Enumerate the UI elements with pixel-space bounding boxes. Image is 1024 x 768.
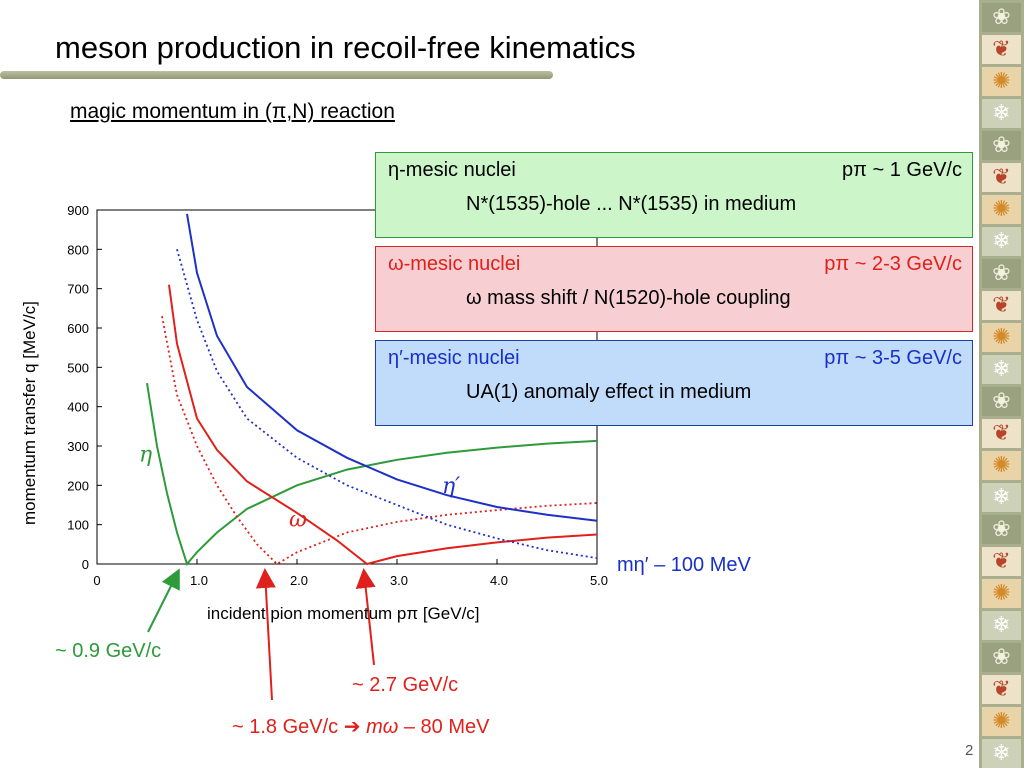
- decorative-tile: ❀: [982, 131, 1021, 160]
- series-line-η′-light: [176, 249, 598, 559]
- x-tick-label: 0: [93, 573, 100, 588]
- decorative-tile: ❀: [982, 387, 1021, 416]
- omega-light-mass-shift: – 80 MeV: [403, 716, 490, 738]
- eta-box-title: η-mesic nuclei: [388, 159, 516, 181]
- series-line-ω-light: [161, 316, 598, 566]
- eta-mesic-box: η-mesic nuclei pπ ~ 1 GeV/c N*(1535)-hol…: [375, 152, 973, 238]
- omega-light-label: ~ 1.8 GeV/c ➔ mω – 80 MeV: [232, 714, 489, 739]
- y-tick-label: 800: [67, 242, 89, 257]
- etap-mesic-box: η′-mesic nuclei pπ ~ 3-5 GeV/c UA(1) ano…: [375, 340, 973, 426]
- omega-light-momentum: ~ 1.8 GeV/c: [232, 716, 339, 738]
- decorative-tile: ❄: [982, 739, 1021, 768]
- eta-box-description: N*(1535)-hole ... N*(1535) in medium: [466, 193, 797, 215]
- decorative-tile: ❀: [982, 3, 1021, 32]
- decorative-tile: ❄: [982, 483, 1021, 512]
- decorative-tile: ❦: [982, 291, 1021, 320]
- y-tick-label: 200: [67, 478, 89, 493]
- x-axis-label: incident pion momentum pπ [GeV/c]: [207, 604, 480, 623]
- title-underline-bar: [0, 71, 553, 79]
- decorative-tile: ❀: [982, 643, 1021, 672]
- omega-box-description: ω mass shift / N(1520)-hole coupling: [466, 287, 791, 309]
- implies-arrow-icon: ➔: [343, 716, 367, 738]
- eta-threshold-label: ~ 0.9 GeV/c: [55, 640, 162, 662]
- y-tick-label: 0: [82, 557, 89, 572]
- omega-box-title: ω-mesic nuclei: [388, 253, 521, 275]
- y-tick-label: 300: [67, 439, 89, 454]
- decorative-tile: ❀: [982, 515, 1021, 544]
- x-tick-label: 1.0: [190, 573, 208, 588]
- omega-magic-label: ~ 2.7 GeV/c: [352, 674, 459, 696]
- decorative-tile: ❄: [982, 99, 1021, 128]
- y-tick-label: 500: [67, 360, 89, 375]
- omega-light-arrow: [255, 568, 276, 701]
- etap-box-title: η′-mesic nuclei: [388, 347, 520, 369]
- slide-title: meson production in recoil-free kinemati…: [55, 30, 636, 65]
- decorative-side-strip: ❀ ❦ ✺ ❄ ❀ ❦ ✺ ❄ ❀ ❦ ✺ ❄ ❀ ❦ ✺ ❄ ❀ ❦ ✺ ❄ ❀ ❦ ✺ ❄: [979, 0, 1024, 768]
- x-tick-label: 4.0: [490, 573, 508, 588]
- omega-mesic-box: ω-mesic nuclei pπ ~ 2-3 GeV/c ω mass shi…: [375, 246, 973, 332]
- decorative-tile: ❦: [982, 547, 1021, 576]
- decorative-tile: ✺: [982, 323, 1021, 352]
- decorative-tile: ✺: [982, 707, 1021, 736]
- decorative-tile: ❄: [982, 355, 1021, 384]
- decorative-tile: ❦: [982, 675, 1021, 704]
- decorative-tile: ❀: [982, 259, 1021, 288]
- decorative-tile: ✺: [982, 451, 1021, 480]
- page-number: 2: [965, 742, 974, 759]
- etap-reduced-label: mη′ – 100 MeV: [617, 554, 751, 576]
- decorative-tile: ❦: [982, 419, 1021, 448]
- series-line-ω: [168, 284, 598, 566]
- omega-box-momentum: pπ ~ 2-3 GeV/c: [824, 253, 962, 275]
- decorative-tile: ✺: [982, 195, 1021, 224]
- y-tick-label: 100: [67, 518, 89, 533]
- etap-box-description: UA(1) anomaly effect in medium: [466, 381, 752, 403]
- curve-label: ω: [289, 508, 307, 533]
- y-axis-label: momentum transfer q [MeV/c]: [20, 301, 39, 525]
- decorative-tile: ❄: [982, 227, 1021, 256]
- curve-label: η′: [442, 474, 460, 499]
- omega-light-mass: mω: [366, 716, 399, 738]
- x-tick-label: 2.0: [290, 573, 308, 588]
- series-line-η: [146, 382, 598, 567]
- decorative-tile: ❦: [982, 163, 1021, 192]
- y-tick-label: 400: [67, 400, 89, 415]
- decorative-tile: ❦: [982, 35, 1021, 64]
- series-line-η′: [186, 213, 598, 522]
- slide-subtitle: magic momentum in (π,N) reaction: [70, 100, 395, 123]
- x-tick-label: 3.0: [390, 573, 408, 588]
- decorative-tile: ❄: [982, 611, 1021, 640]
- decorative-tile: ✺: [982, 579, 1021, 608]
- eta-threshold-arrow: [147, 568, 180, 633]
- decorative-tile: ✺: [982, 67, 1021, 96]
- curve-label: η: [139, 443, 152, 468]
- eta-box-momentum: pπ ~ 1 GeV/c: [842, 159, 962, 181]
- omega-arrow: [355, 568, 376, 666]
- y-tick-label: 700: [67, 282, 89, 297]
- y-tick-label: 900: [67, 203, 89, 218]
- x-tick-label: 5.0: [590, 573, 608, 588]
- etap-box-momentum: pπ ~ 3-5 GeV/c: [824, 347, 962, 369]
- y-tick-label: 600: [67, 321, 89, 336]
